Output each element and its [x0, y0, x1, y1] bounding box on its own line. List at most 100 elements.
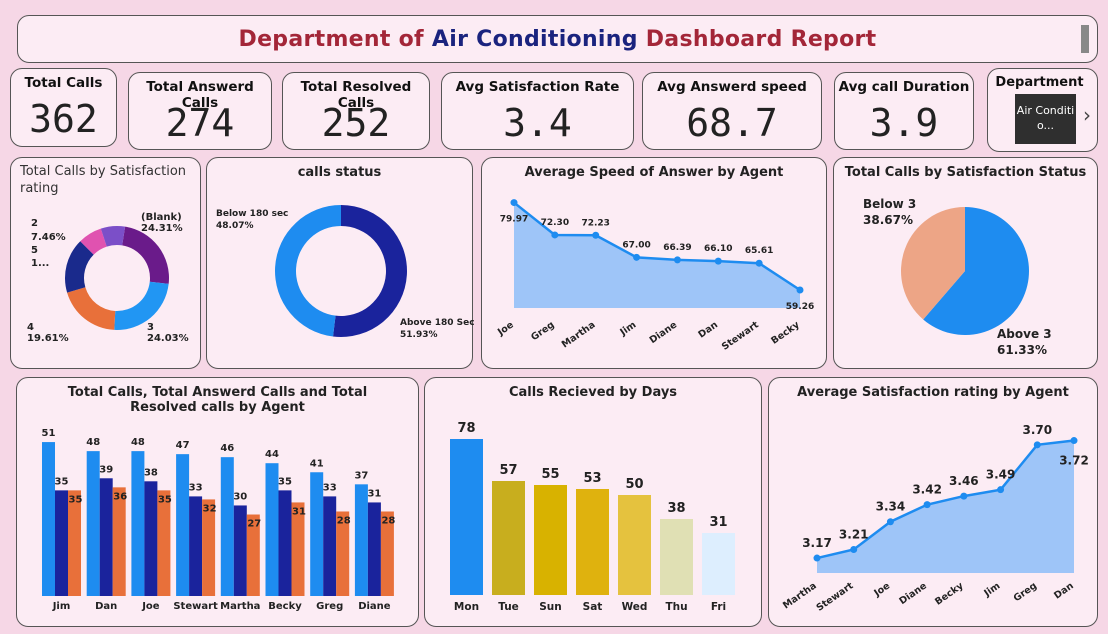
data-label: 66.10 — [704, 244, 732, 254]
bar — [233, 505, 247, 596]
bar — [202, 499, 216, 596]
bar-value-label: 37 — [354, 470, 368, 481]
bar-value-label: 35 — [278, 476, 292, 487]
data-point — [633, 253, 641, 261]
slicer-label: Department — [995, 75, 1084, 90]
bar-value-label: 50 — [625, 477, 643, 492]
kpi-avg-satisfaction-rate: Avg Satisfaction Rate 3.4 — [441, 72, 634, 150]
chart-satisfaction-status: Above 3 61.33% Below 3 38.67% — [863, 197, 1052, 357]
chart-satisfaction-by-agent: 3.17 Martha 3.21 Stewart 3.34 Joe 3.42 Diane 3.4… — [781, 423, 1089, 614]
data-label: 3.46 — [949, 474, 979, 488]
bar-value-label: 48 — [86, 437, 100, 448]
bar — [380, 511, 394, 596]
data-label: 3.34 — [876, 500, 906, 514]
title-part-3: Dashboard Report — [645, 27, 877, 52]
x-tick-label: Dan — [1052, 580, 1076, 601]
panel-satisfaction-by-agent: Average Satisfaction rating by Agent 3.1… — [768, 377, 1098, 627]
x-tick-label: Diane — [358, 601, 391, 612]
x-tick-label: Dan — [95, 601, 117, 612]
bar — [68, 490, 81, 596]
series-line — [816, 439, 1075, 560]
kpi-label: Avg call Duration — [838, 79, 970, 95]
x-tick-label: Fri — [711, 601, 726, 613]
title-bar: Department of Air Conditioning Dashboard… — [17, 15, 1098, 63]
slicer-tile-selected[interactable]: Air Conditio... — [1015, 94, 1076, 144]
bar-value-label: 27 — [247, 519, 261, 530]
panel-speed-by-agent: Average Speed of Answer by Agent 79.97 Jo… — [481, 157, 827, 369]
data-label: 67.00 — [622, 240, 650, 250]
chart-calls-by-day: 78 Mon 57 Tue 55 Sun 53 Sat 50 Wed 38 Thu 31 Fri — [450, 421, 735, 613]
bar-value-label: 35 — [158, 494, 172, 505]
x-tick-label: Jim — [617, 319, 638, 338]
pie-slice — [65, 241, 94, 293]
data-point — [850, 546, 858, 553]
bar-value-label: 53 — [583, 471, 601, 486]
slice-label: 2 — [31, 218, 38, 229]
data-label: 3.49 — [986, 468, 1016, 482]
panel-title: calls status — [297, 165, 382, 180]
bar-value-label: 30 — [233, 491, 247, 502]
kpi-label: Total Answerd Calls — [146, 79, 254, 111]
bar-value-label: 36 — [113, 491, 127, 502]
bar-value-label: 38 — [667, 501, 685, 516]
series-line — [513, 201, 801, 292]
kpi-avg-answered-speed: Avg Answerd speed 68.7 — [642, 72, 822, 150]
slice-label: Below 3 — [863, 197, 916, 211]
data-point — [714, 257, 722, 265]
area-fill — [817, 440, 1074, 573]
x-tick-label: Stewart — [720, 319, 761, 353]
bar-value-label: 31 — [709, 515, 727, 530]
bar-value-label: 46 — [220, 443, 234, 454]
pie-slice — [114, 281, 169, 330]
data-point — [813, 554, 821, 562]
x-tick-label: Greg — [316, 601, 343, 612]
chart-satisfaction-rating: (Blank)24.31% 324.03% 419.61% 5 1... 2 7.46% — [27, 212, 189, 344]
bar — [42, 442, 55, 596]
bar-value-label: 41 — [310, 458, 324, 469]
x-tick-label: Stewart — [173, 601, 218, 612]
data-label: 3.42 — [912, 483, 942, 497]
slice-label: (Blank) — [141, 212, 182, 223]
panel-title: Total Calls by Satisfaction Status — [844, 165, 1087, 180]
data-label: 65.61 — [745, 246, 773, 256]
bar-value-label: 39 — [99, 464, 113, 475]
panel-calls-by-day: Calls Recieved by Days 78 Mon 57 Tue 55 Sun 53… — [424, 377, 762, 627]
pie-slice — [100, 226, 126, 247]
kpi-value: 3.9 — [869, 101, 939, 145]
x-tick-label: Mon — [454, 601, 479, 613]
data-label: 72.23 — [581, 218, 609, 228]
bar-value-label: 28 — [337, 515, 351, 526]
panel-title: Calls Recieved by Days — [508, 385, 678, 400]
slice-percent: 61.33% — [997, 343, 1047, 357]
data-point — [886, 518, 894, 526]
x-tick-label: Becky — [933, 580, 966, 608]
bar — [99, 478, 113, 596]
x-tick-label: Diane — [648, 319, 680, 346]
bar-value-label: 44 — [265, 449, 279, 460]
bar — [176, 454, 190, 596]
bar — [576, 489, 609, 595]
page-title: Department of Air Conditioning Dashboard… — [18, 27, 1097, 52]
slice-percent: 19.61% — [27, 333, 69, 344]
bar — [86, 451, 100, 596]
chart-calls-status: Above 180 Sec 51.93% Below 180 sec 48.07% — [216, 205, 474, 340]
bar-value-label: 28 — [381, 515, 395, 526]
bar — [310, 472, 324, 596]
data-point — [673, 256, 681, 264]
slice-label: 5 — [31, 245, 38, 256]
data-label: 3.17 — [802, 536, 832, 550]
panel-calls-by-agent: Total Calls, Total Answerd Calls and Tot… — [16, 377, 419, 627]
x-tick-label: Greg — [529, 319, 556, 343]
bar-value-label: 55 — [541, 467, 559, 482]
data-point — [997, 486, 1005, 494]
scrollbar-thumb[interactable] — [1081, 25, 1089, 53]
x-tick-label: Sun — [539, 601, 562, 613]
chart-calls-by-agent: 513535Jim483936Dan483835Joe473332Stewart… — [42, 428, 396, 612]
chevron-right-icon[interactable]: › — [1083, 103, 1091, 127]
bar — [323, 496, 337, 596]
data-label: 3.21 — [839, 528, 869, 542]
bar — [291, 502, 305, 596]
bar — [492, 481, 525, 595]
bar — [660, 519, 693, 595]
x-tick-label: Dan — [696, 319, 720, 340]
